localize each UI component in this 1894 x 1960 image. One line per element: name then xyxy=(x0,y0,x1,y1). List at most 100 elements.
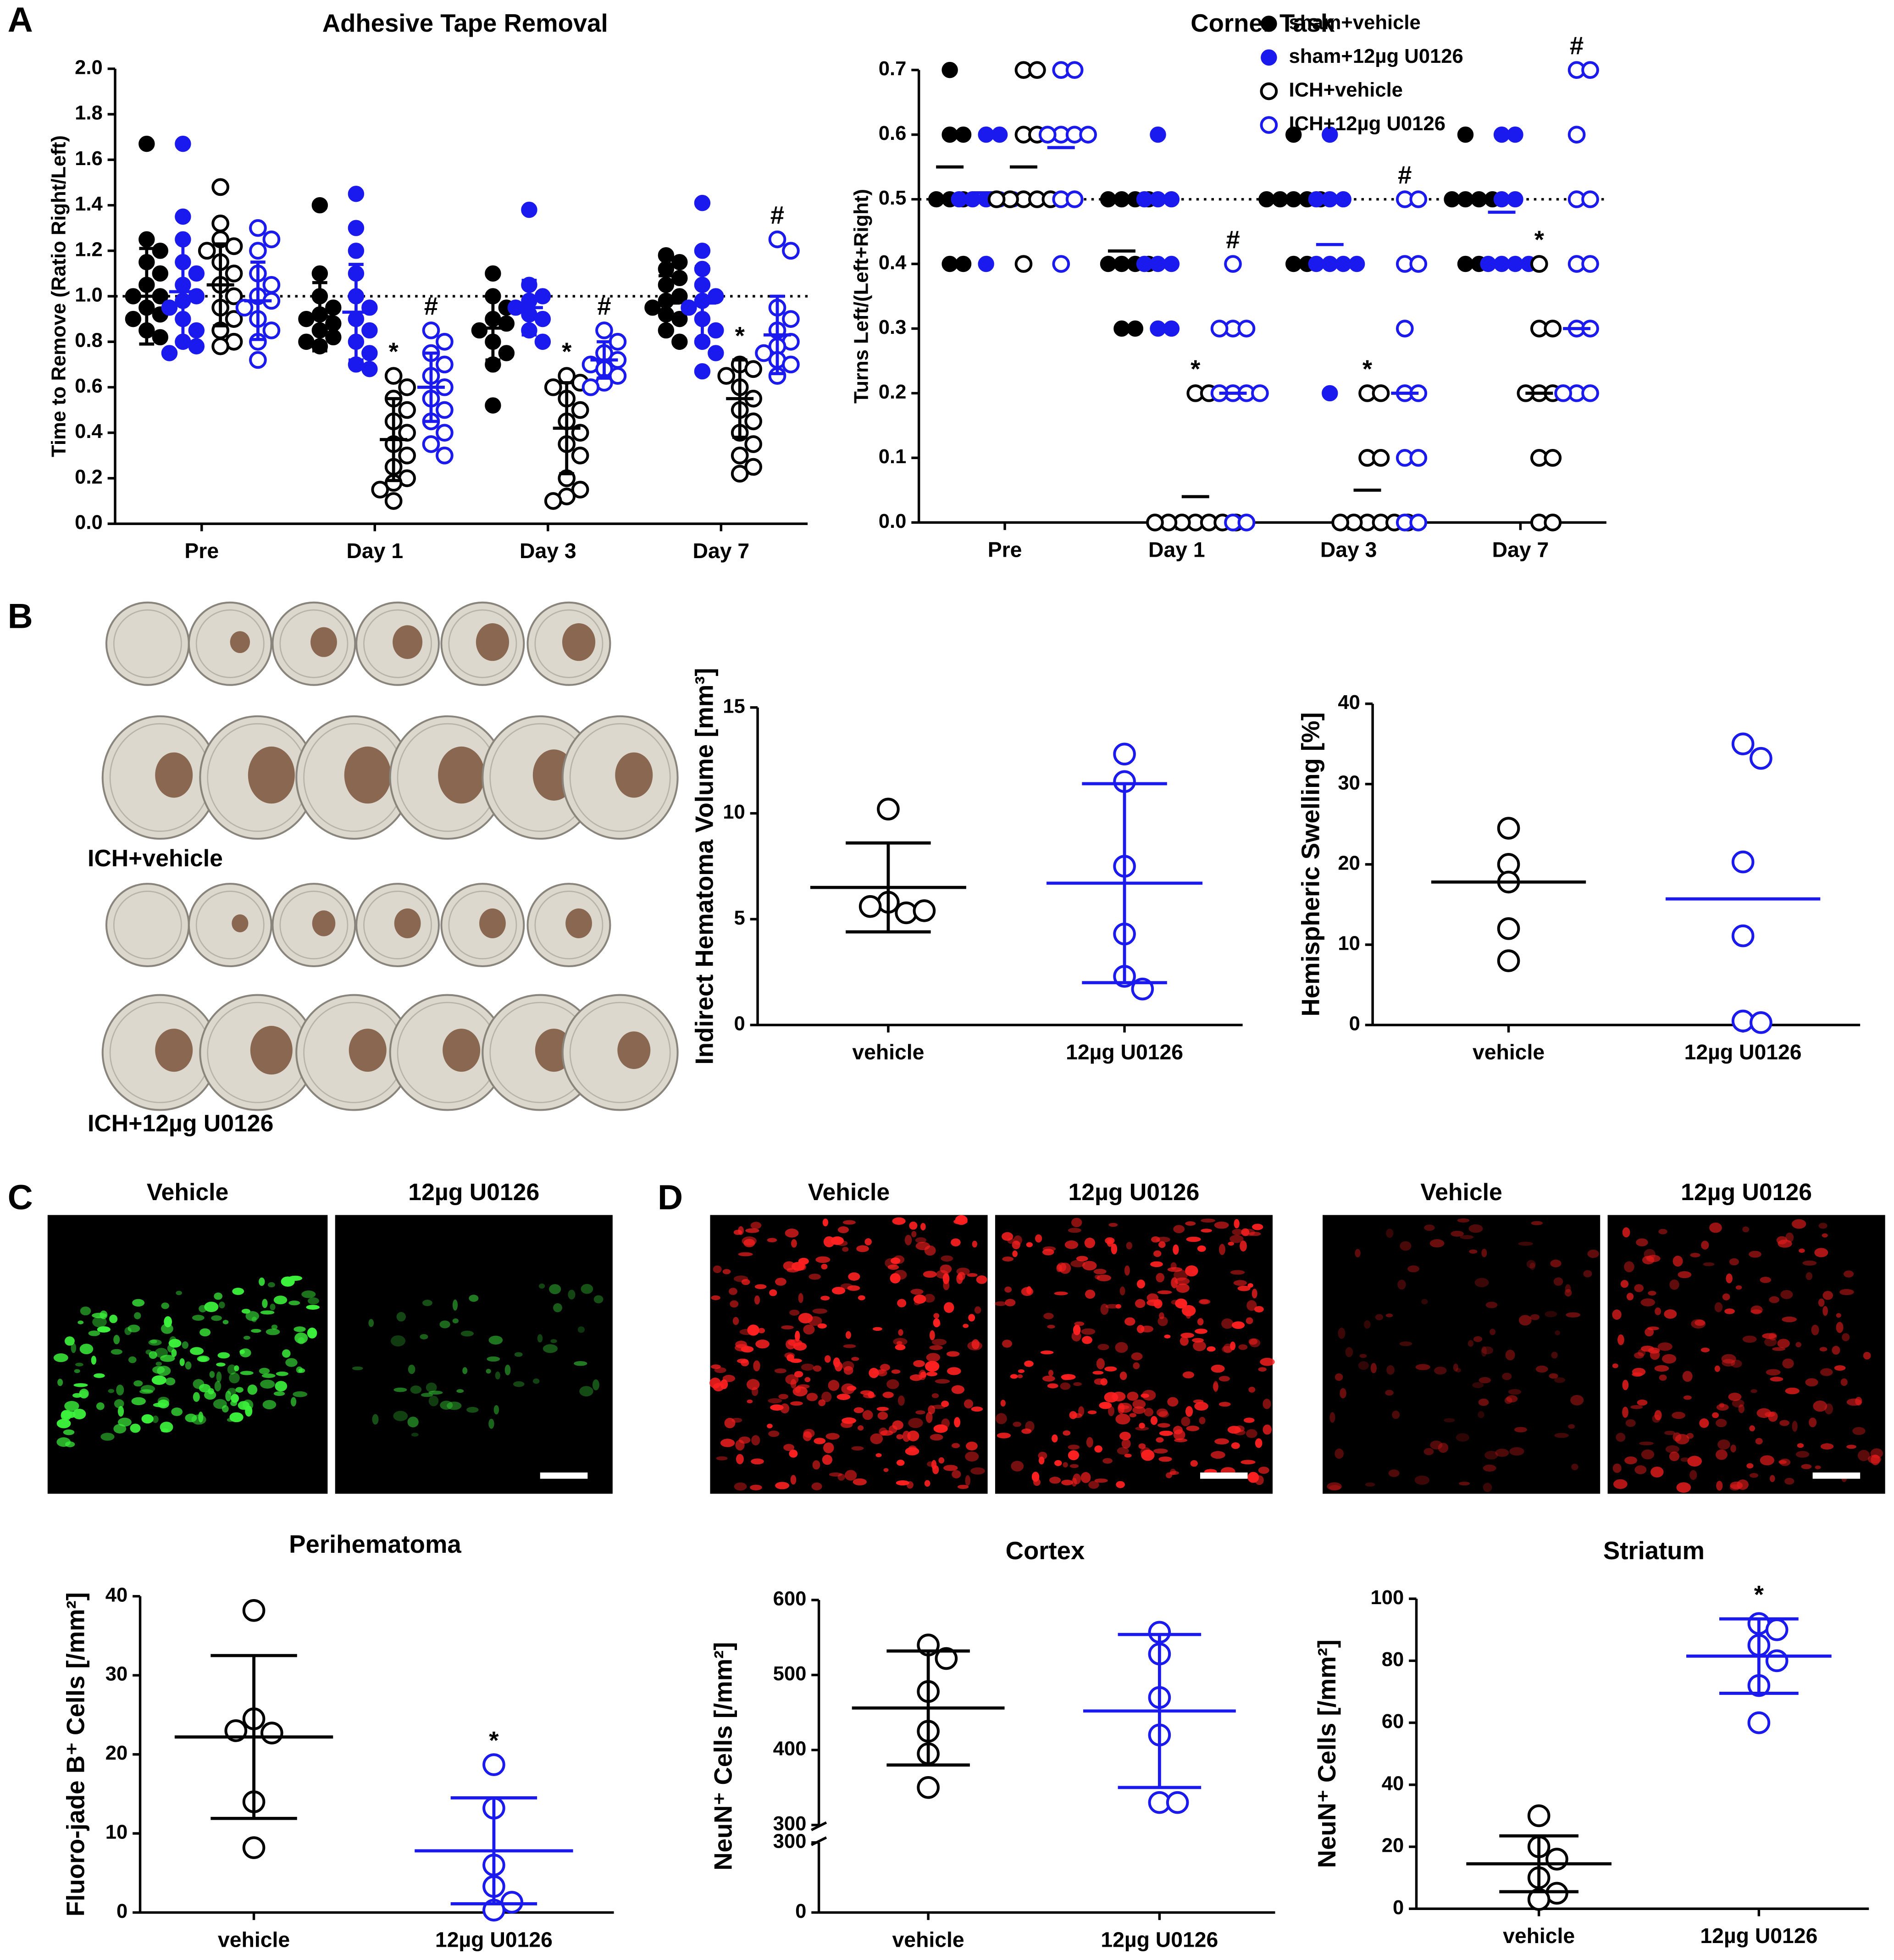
data-point xyxy=(249,219,267,237)
cell xyxy=(1258,1467,1269,1474)
cell xyxy=(204,1390,216,1400)
cell xyxy=(1260,1357,1275,1366)
data-point xyxy=(384,492,403,510)
cell xyxy=(219,1301,225,1309)
cell xyxy=(1820,1443,1834,1450)
cell xyxy=(1159,1430,1173,1436)
cell xyxy=(161,1428,169,1433)
cell xyxy=(1714,1365,1720,1372)
cell xyxy=(1181,1305,1196,1317)
significance-mark: # xyxy=(1226,226,1240,254)
cell xyxy=(1138,1443,1146,1449)
cell xyxy=(720,1439,735,1447)
hematoma-stain xyxy=(349,1029,387,1072)
data-point xyxy=(1581,61,1599,79)
significance-mark: * xyxy=(489,1726,499,1754)
cell xyxy=(892,1420,903,1430)
cell xyxy=(746,1379,760,1390)
cell xyxy=(1073,1382,1082,1386)
cell xyxy=(1201,1229,1212,1233)
hematoma-stain xyxy=(617,1031,651,1069)
cell xyxy=(1481,1346,1487,1357)
cell xyxy=(197,1356,210,1362)
data-point xyxy=(398,401,416,419)
cell xyxy=(751,1435,760,1445)
legend-marker xyxy=(1260,82,1278,100)
y-tick-label: 15 xyxy=(723,695,745,717)
cell xyxy=(1468,1224,1483,1233)
data-point xyxy=(1224,255,1242,273)
cell xyxy=(823,1442,834,1454)
data-point xyxy=(175,208,191,225)
data-point xyxy=(708,288,724,305)
cell xyxy=(94,1373,105,1378)
cell xyxy=(1375,1314,1384,1321)
cell xyxy=(847,1285,860,1291)
cell xyxy=(1243,1417,1255,1423)
data-point xyxy=(1322,126,1338,143)
cell xyxy=(543,1344,558,1353)
data-point xyxy=(1100,191,1117,208)
cell xyxy=(929,1345,943,1351)
cell xyxy=(1012,1240,1020,1250)
cell xyxy=(941,1401,949,1407)
cell xyxy=(1769,1475,1775,1482)
cell xyxy=(862,1410,873,1420)
cell xyxy=(1115,1413,1130,1425)
cell xyxy=(1093,1268,1107,1274)
data-point xyxy=(717,367,736,385)
cell xyxy=(1117,1447,1129,1455)
cell xyxy=(957,1484,969,1489)
cell xyxy=(1329,1412,1335,1423)
cell xyxy=(1345,1347,1353,1357)
data-point xyxy=(211,178,230,196)
cell xyxy=(842,1247,849,1252)
data-point xyxy=(595,321,613,339)
cell xyxy=(1721,1354,1736,1364)
cell xyxy=(743,1239,755,1247)
cell xyxy=(754,1295,760,1305)
cell xyxy=(1248,1386,1256,1393)
data-point xyxy=(1322,191,1338,208)
significance-mark: # xyxy=(597,292,611,320)
cell xyxy=(1478,1411,1484,1418)
cell xyxy=(422,1300,432,1307)
cell xyxy=(1180,1336,1189,1346)
cell xyxy=(924,1294,935,1303)
cell xyxy=(891,1257,901,1264)
cell xyxy=(1094,1378,1105,1385)
cell xyxy=(1650,1350,1660,1360)
data-point xyxy=(1480,255,1496,272)
cell xyxy=(1011,1461,1024,1472)
cell xyxy=(1822,1233,1828,1238)
cell xyxy=(296,1366,303,1373)
y-axis-label: NeuN⁺ Cells [/mm²] xyxy=(709,1642,737,1871)
cell xyxy=(1229,1235,1244,1243)
y-tick-label: 20 xyxy=(105,1742,128,1764)
cell xyxy=(722,1375,736,1382)
cell xyxy=(911,1231,917,1238)
cell xyxy=(1414,1475,1430,1485)
x-tick-label: Pre xyxy=(184,539,219,563)
cell xyxy=(1780,1290,1793,1299)
cell xyxy=(906,1481,914,1489)
y-tick-label: 0 xyxy=(795,1900,806,1922)
cell xyxy=(1683,1395,1692,1400)
cell xyxy=(783,1261,795,1271)
cell xyxy=(1042,1375,1055,1382)
data-point xyxy=(941,61,958,78)
cell xyxy=(1529,1262,1535,1270)
cell xyxy=(822,1455,832,1465)
cell xyxy=(789,1450,798,1458)
data-point xyxy=(1457,126,1474,143)
cell xyxy=(920,1223,926,1231)
y-tick-label: 40 xyxy=(1382,1772,1404,1794)
significance-mark: * xyxy=(1362,355,1373,383)
cell xyxy=(825,1433,840,1440)
data-point xyxy=(242,1599,266,1622)
x-tick-label: 12µg U0126 xyxy=(1684,1040,1802,1064)
cell xyxy=(1054,1291,1068,1296)
cell xyxy=(1119,1286,1125,1296)
cell xyxy=(785,1374,799,1385)
